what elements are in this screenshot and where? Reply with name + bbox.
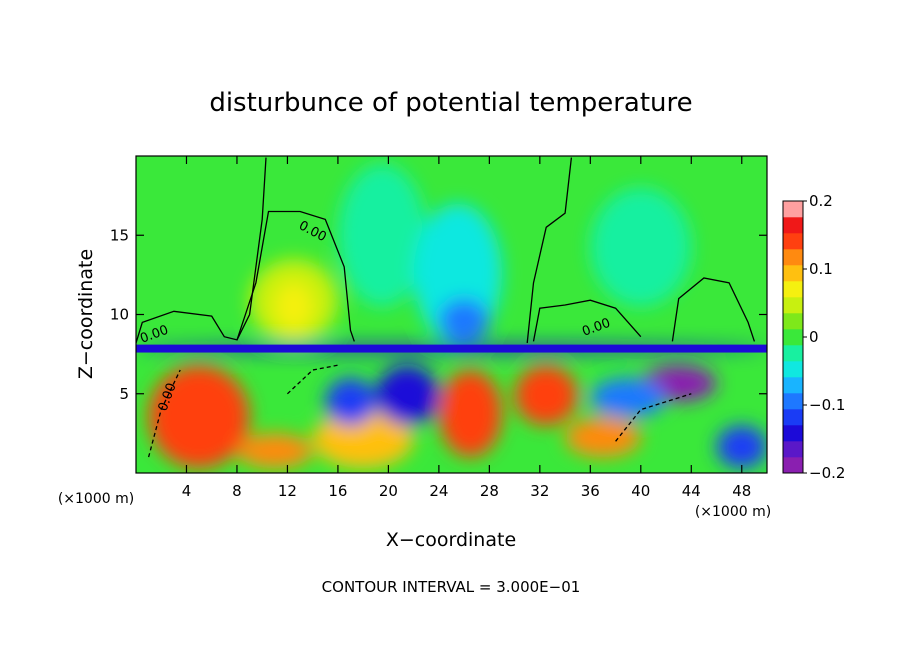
- x-tick-label: 20: [379, 482, 398, 500]
- field-region: [375, 365, 439, 426]
- y-tick-label: 15: [110, 226, 129, 244]
- x-unit-right: (×1000 m): [695, 504, 771, 520]
- colorbar-swatch: [783, 265, 803, 282]
- field-region: [590, 187, 692, 307]
- field-region: [716, 425, 767, 469]
- x-tick-label: 24: [429, 482, 448, 500]
- colorbar-swatch: [783, 441, 803, 458]
- colorbar-swatch: [783, 329, 803, 346]
- colorbar-swatch: [783, 345, 803, 362]
- field-region: [438, 369, 502, 458]
- colorbar-swatch: [783, 409, 803, 426]
- x-axis-label: X−coordinate: [386, 529, 516, 551]
- chart-title: disturbunce of potential temperature: [209, 88, 692, 118]
- field-region: [565, 417, 641, 458]
- x-tick-label: 48: [732, 482, 751, 500]
- x-tick-label: 32: [530, 482, 549, 500]
- field-region: [148, 365, 250, 469]
- field-region: [438, 298, 490, 344]
- dashed-contour: [286, 364, 339, 395]
- zero-contour: [136, 210, 355, 344]
- x-tick-label: 28: [480, 482, 499, 500]
- x-tick-label: 12: [278, 482, 297, 500]
- y-tick-label: 10: [110, 306, 129, 324]
- colorbar-swatch: [783, 457, 803, 474]
- field-region: [325, 377, 376, 426]
- plot-area: [136, 156, 767, 473]
- field-region: [590, 377, 667, 418]
- colorbar-swatch: [783, 281, 803, 298]
- zero-contour: [671, 277, 756, 342]
- colorbar-swatch: [783, 233, 803, 250]
- colorbar-swatch: [783, 297, 803, 314]
- zero-contour: [532, 299, 642, 342]
- colorbar-tick-label: 0.2: [809, 192, 833, 210]
- zero-contour: [236, 157, 267, 341]
- contour-lines: [136, 157, 756, 458]
- colorbar-swatch: [783, 249, 803, 266]
- dashed-contour: [147, 369, 181, 458]
- x-tick-label: 8: [232, 482, 242, 500]
- field-region: [274, 282, 313, 331]
- inversion-band: [136, 344, 767, 353]
- x-unit-left: (×1000 m): [58, 491, 134, 507]
- colorbar-tick-label: 0: [809, 328, 819, 346]
- field-region: [312, 409, 414, 469]
- contour-interval-note: CONTOUR INTERVAL = 3.000E−01: [322, 578, 581, 596]
- field-region: [514, 365, 578, 426]
- x-tick-label: 16: [328, 482, 347, 500]
- x-tick-label: 36: [581, 482, 600, 500]
- field-regions: [136, 163, 767, 469]
- x-axis-ticks: 4 8 12 16 20 24 28 32 36 40 44 48: [182, 156, 751, 500]
- colorbar-tick-label: 0.1: [809, 260, 833, 278]
- x-tick-label: 44: [682, 482, 701, 500]
- field-region: [337, 163, 427, 307]
- colorbar-swatch: [783, 201, 803, 218]
- colorbar-swatch: [783, 377, 803, 394]
- colorbar-tick-label: −0.2: [809, 464, 845, 482]
- zero-contour: [526, 157, 573, 344]
- field-region: [236, 433, 313, 469]
- colorbar-swatch: [783, 393, 803, 410]
- colorbar-swatch: [783, 361, 803, 378]
- x-tick-label: 4: [182, 482, 192, 500]
- colorbar-swatch: [783, 425, 803, 442]
- y-tick-label: 5: [119, 385, 129, 403]
- colorbar-tick-label: −0.1: [809, 396, 845, 414]
- colorbar-swatch: [783, 313, 803, 330]
- y-axis-label: Z−coordinate: [75, 249, 97, 379]
- x-tick-label: 40: [631, 482, 650, 500]
- colorbar: 0.2 0.1 0 −0.1 −0.2: [782, 192, 845, 482]
- y-axis-ticks: 5 10 15: [110, 226, 767, 403]
- colorbar-swatch: [783, 217, 803, 234]
